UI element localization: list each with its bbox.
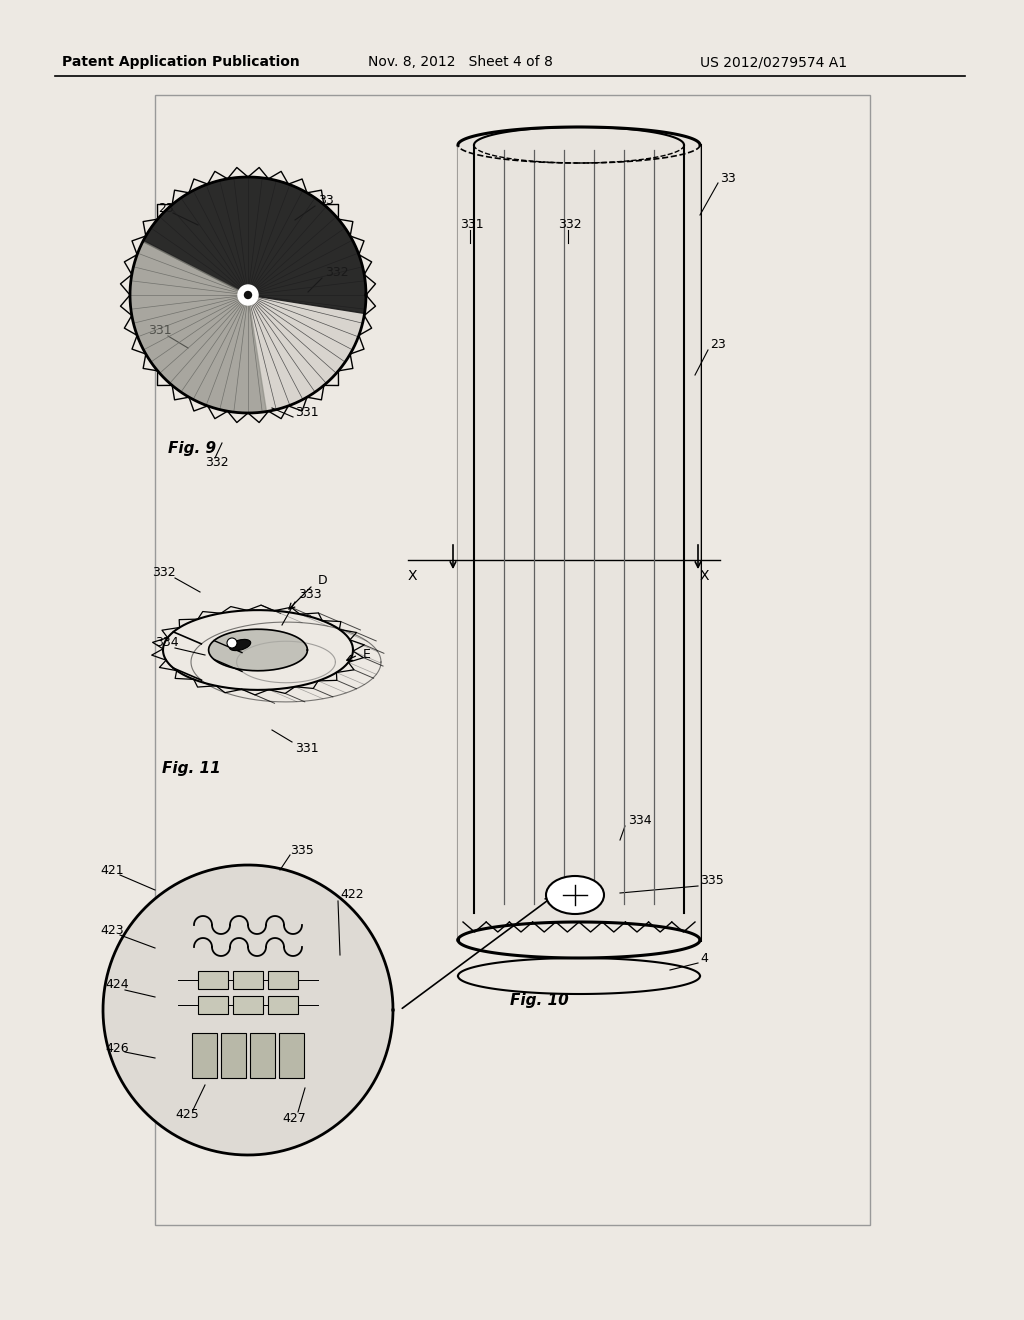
Text: 335: 335 <box>700 874 724 887</box>
Text: 331: 331 <box>460 219 483 231</box>
Polygon shape <box>458 127 700 940</box>
Text: 331: 331 <box>295 405 318 418</box>
Text: 33: 33 <box>318 194 334 206</box>
Text: 426: 426 <box>105 1041 129 1055</box>
Circle shape <box>245 292 252 298</box>
Text: Nov. 8, 2012   Sheet 4 of 8: Nov. 8, 2012 Sheet 4 of 8 <box>368 55 553 69</box>
Text: 335: 335 <box>290 843 313 857</box>
Text: US 2012/0279574 A1: US 2012/0279574 A1 <box>700 55 847 69</box>
Circle shape <box>238 285 258 305</box>
Text: 332: 332 <box>325 265 348 279</box>
Bar <box>198 997 228 1014</box>
Bar <box>233 997 263 1014</box>
Text: 23: 23 <box>158 202 174 214</box>
Text: 333: 333 <box>298 589 322 602</box>
Text: 332: 332 <box>152 565 176 578</box>
Bar <box>221 1034 246 1078</box>
Text: X: X <box>700 569 710 583</box>
Text: 421: 421 <box>100 863 124 876</box>
Text: 4: 4 <box>700 952 708 965</box>
Text: 334: 334 <box>155 636 178 649</box>
Bar <box>155 95 870 1225</box>
Text: 331: 331 <box>295 742 318 755</box>
Text: 422: 422 <box>340 888 364 902</box>
Text: 33: 33 <box>720 172 736 185</box>
Text: E: E <box>362 648 371 661</box>
Text: Patent Application Publication: Patent Application Publication <box>62 55 300 69</box>
Text: 427: 427 <box>282 1111 306 1125</box>
Circle shape <box>227 638 237 648</box>
Bar <box>268 997 298 1014</box>
Bar <box>233 972 263 989</box>
Text: 334: 334 <box>628 813 651 826</box>
Bar <box>198 972 228 989</box>
Text: 23: 23 <box>710 338 726 351</box>
Text: X: X <box>408 569 418 583</box>
Ellipse shape <box>546 876 604 913</box>
Text: D: D <box>318 573 328 586</box>
Text: 424: 424 <box>105 978 129 991</box>
Text: 332: 332 <box>558 219 582 231</box>
Text: 331: 331 <box>148 323 172 337</box>
Text: 425: 425 <box>175 1109 199 1122</box>
Bar <box>250 1034 275 1078</box>
Text: Fig. 11: Fig. 11 <box>162 760 221 776</box>
Bar <box>268 972 298 989</box>
Bar <box>279 1034 304 1078</box>
Ellipse shape <box>229 639 251 651</box>
Text: Fig. 10: Fig. 10 <box>510 993 568 1007</box>
Text: 423: 423 <box>100 924 124 936</box>
Polygon shape <box>130 242 266 413</box>
Polygon shape <box>103 865 393 1155</box>
Bar <box>193 1034 217 1078</box>
Polygon shape <box>143 177 366 313</box>
Polygon shape <box>209 630 307 671</box>
Text: 332: 332 <box>205 457 228 470</box>
Polygon shape <box>130 177 366 413</box>
Text: Fig. 9: Fig. 9 <box>168 441 216 455</box>
